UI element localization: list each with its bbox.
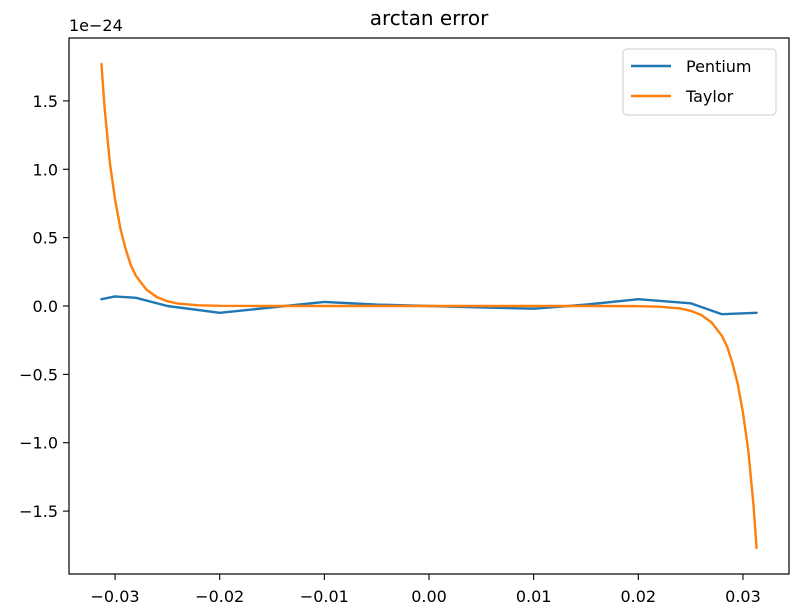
x-tick-label: −0.02 [195,587,244,606]
x-tick-label: 0.03 [725,587,761,606]
x-tick-label: 0.02 [620,587,656,606]
legend: Pentium Taylor [622,48,777,116]
x-tick-label: −0.01 [300,587,349,606]
series-group [100,62,758,550]
series-line-taylor [100,62,758,550]
x-tick-label: 0.00 [411,587,447,606]
legend-label-taylor: Taylor [685,87,734,106]
axes-group: −0.03 −0.02 −0.01 0.00 0.01 0.02 0.03 −1.5 −1.0 −… [19,37,790,606]
y-tick-label: −0.5 [19,365,58,384]
y-tick-label: 0.0 [33,297,58,316]
y-tick-label: 1.0 [33,160,58,179]
y-tick-label: −1.0 [19,434,58,453]
legend-label-pentium: Pentium [686,57,752,76]
chart-title: arctan error [370,6,489,30]
x-tick-label: 0.01 [516,587,552,606]
x-tick-label: −0.03 [91,587,140,606]
y-axis-offset-text: 1e−24 [69,16,123,35]
y-tick-label: −1.5 [19,502,58,521]
y-tick-label: 1.5 [33,92,58,111]
y-tick-label: 0.5 [33,229,58,248]
